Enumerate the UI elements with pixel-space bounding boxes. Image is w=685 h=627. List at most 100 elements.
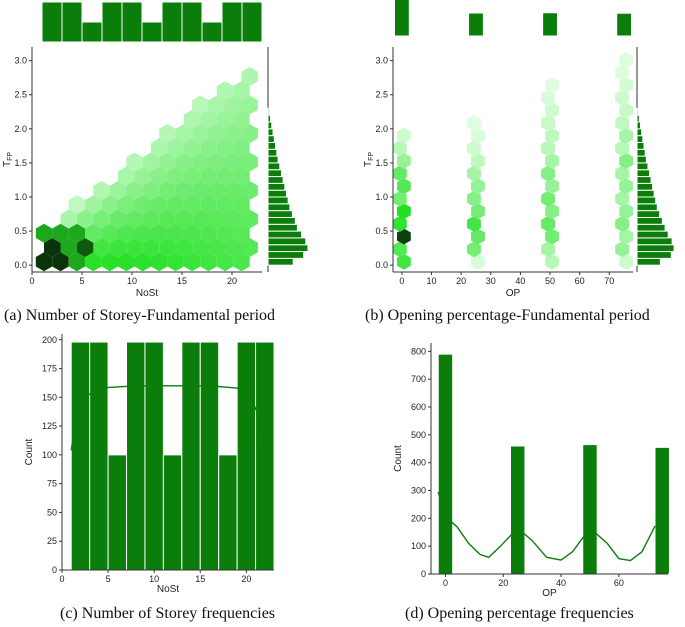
hexbin-cell (233, 252, 250, 272)
y-tick-label: 0.0 (375, 260, 388, 270)
marginal-x-bar (161, 1, 183, 43)
hexbin-cell (151, 223, 168, 243)
y-tick-label: 2.0 (375, 124, 388, 134)
hexbin-cell (541, 89, 555, 106)
x-tick-label: 70 (604, 276, 614, 286)
marginal-x-bar (101, 1, 123, 43)
histogram-bar (107, 454, 128, 571)
hexbin-cell (60, 238, 77, 257)
hexbin-cell (159, 124, 176, 143)
hexbin-cell (134, 195, 151, 215)
hexbin-cell (619, 253, 633, 270)
hexbin-cell (216, 109, 234, 129)
marginal-x-bar (616, 12, 633, 37)
y-tick-label: 0 (52, 565, 57, 575)
hexbin-cell (200, 195, 217, 215)
marginal-y-bar (636, 169, 650, 178)
y-tick-label: 3.0 (14, 56, 27, 66)
hexbin-cell (85, 195, 102, 215)
marginal-y-bar (267, 216, 296, 225)
hexbin-cell (52, 252, 69, 272)
hexbin-cell (619, 152, 633, 169)
histogram-bar (162, 454, 183, 571)
marginal-y-bar (636, 189, 655, 198)
hexbin-cell (118, 252, 135, 272)
y-tick-label: 3.0 (375, 56, 388, 66)
hexbin-cell (397, 178, 411, 195)
x-tick-label: 20 (241, 574, 251, 584)
histogram-bar (218, 454, 238, 571)
hexbin-cell (233, 195, 250, 215)
hexbin-cell (183, 223, 201, 243)
hexbin-cell (208, 209, 225, 229)
hexbin-cell (159, 238, 176, 257)
hexbin-cell (471, 253, 485, 270)
y-tick-label: 1.0 (14, 192, 27, 202)
hexbin-cell (167, 223, 184, 243)
hexbin-cell (397, 253, 411, 270)
hexbin-cell (393, 165, 407, 182)
x-axis-label: NoSt (157, 584, 179, 595)
marginal-y-bar (267, 230, 303, 239)
hexbin-cell (471, 127, 485, 144)
marginal-y-bar (636, 244, 675, 253)
y-tick-label: 2.5 (14, 90, 27, 100)
marginal-x-bar (542, 12, 558, 37)
hexbin-cell (233, 166, 250, 186)
hexbin-cell (35, 252, 53, 272)
hexbin-cell (126, 181, 143, 200)
hexbin-cell (545, 228, 559, 245)
hexbin-cell (151, 252, 168, 272)
hexbin-cell (159, 152, 176, 172)
hexbin-cell (183, 109, 201, 129)
hexbin-cell (167, 138, 184, 158)
x-tick-label: 60 (614, 578, 624, 588)
panel-a-number-of-storey-vs-period: 0 5 10 15 20 0.0 0.5 1.0 1.5 2.0 2.5 3.0 NoSt TFP (2, 1, 309, 299)
marginal-y-bar (267, 223, 298, 232)
y-tick-label: 50 (47, 507, 57, 517)
x-tick-label: 10 (127, 276, 137, 286)
histogram-bar (89, 341, 109, 571)
hexbin-cell (397, 203, 411, 220)
hexbin-cell (216, 166, 234, 186)
marginal-y-bar (267, 169, 282, 178)
hexbin-cell (216, 81, 234, 101)
hexbin-cell (101, 223, 118, 243)
marginal-y-bar (636, 107, 639, 116)
marginal-y-bar (267, 148, 278, 157)
hexbin-cell (134, 252, 151, 272)
hexbin-cell (467, 165, 481, 182)
hexbin-cell (397, 228, 411, 245)
histogram-bar (255, 341, 275, 571)
hexbin-cell (118, 195, 135, 215)
hexbin-cell (85, 223, 102, 243)
hexbin-cell (619, 77, 633, 94)
hexbin-cell (200, 252, 217, 272)
marginal-y-bar (267, 128, 274, 137)
x-axis-label: OP (506, 288, 521, 299)
hexbin-cell (192, 209, 209, 229)
hexbin-cell (541, 115, 555, 131)
hexbin-cell (241, 124, 258, 143)
marginal-x-bar (201, 21, 223, 43)
y-tick-label: 200 (42, 335, 57, 345)
y-tick-label: 1.5 (14, 158, 27, 168)
marginal-x-bar (61, 1, 83, 43)
hexbin-cell (541, 215, 555, 232)
hexbin-cell (118, 223, 135, 243)
hexbin-cell (545, 77, 559, 94)
hexbin-cell (225, 95, 242, 115)
hexbin-cell (615, 140, 629, 157)
hexbin-cell (619, 203, 633, 220)
hexbin-cell (175, 181, 193, 200)
hexbin-cell (159, 209, 176, 229)
hexbin-cell (35, 223, 53, 243)
x-tick-label: 20 (456, 276, 466, 286)
y-axis-label-subscript: FP (7, 152, 14, 161)
hexbin-cell (615, 215, 629, 232)
x-tick-label: 10 (149, 574, 159, 584)
x-tick-label: 5 (79, 276, 84, 286)
hexbin-cell (134, 223, 151, 243)
x-axis-label: NoSt (136, 288, 158, 299)
